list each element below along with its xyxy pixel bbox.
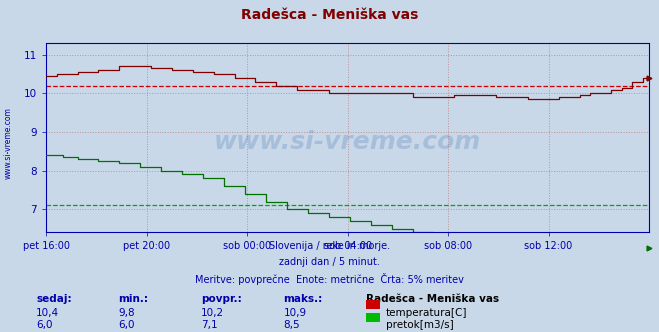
Text: sedaj:: sedaj: xyxy=(36,294,72,304)
Text: temperatura[C]: temperatura[C] xyxy=(386,308,467,318)
Text: 10,4: 10,4 xyxy=(36,308,59,318)
Text: maks.:: maks.: xyxy=(283,294,323,304)
Text: 9,8: 9,8 xyxy=(119,308,135,318)
Text: 10,2: 10,2 xyxy=(201,308,224,318)
Text: Radešca - Meniška vas: Radešca - Meniška vas xyxy=(241,8,418,22)
Text: pretok[m3/s]: pretok[m3/s] xyxy=(386,320,453,330)
Text: zadnji dan / 5 minut.: zadnji dan / 5 minut. xyxy=(279,257,380,267)
Text: Radešca - Meniška vas: Radešca - Meniška vas xyxy=(366,294,499,304)
Text: Slovenija / reke in morje.: Slovenija / reke in morje. xyxy=(269,241,390,251)
Text: 7,1: 7,1 xyxy=(201,320,217,330)
Text: 6,0: 6,0 xyxy=(36,320,53,330)
Text: Meritve: povprečne  Enote: metrične  Črta: 5% meritev: Meritve: povprečne Enote: metrične Črta:… xyxy=(195,273,464,285)
Text: povpr.:: povpr.: xyxy=(201,294,242,304)
Text: www.si-vreme.com: www.si-vreme.com xyxy=(3,107,13,179)
Text: 8,5: 8,5 xyxy=(283,320,300,330)
Text: min.:: min.: xyxy=(119,294,149,304)
Text: 6,0: 6,0 xyxy=(119,320,135,330)
Text: www.si-vreme.com: www.si-vreme.com xyxy=(214,129,481,154)
Text: 10,9: 10,9 xyxy=(283,308,306,318)
